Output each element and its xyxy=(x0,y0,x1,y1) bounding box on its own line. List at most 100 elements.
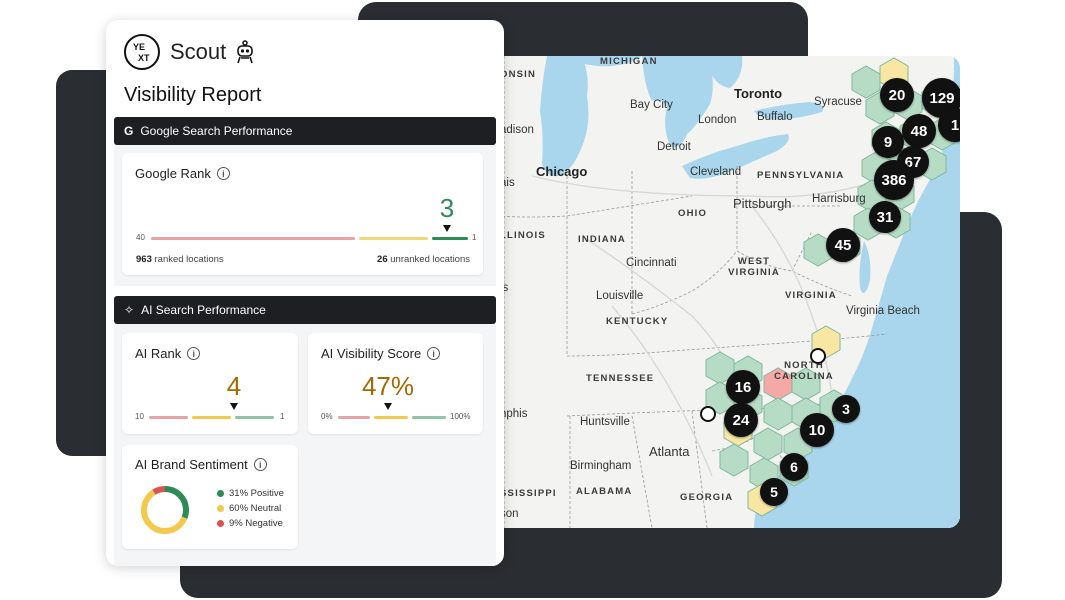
label-detroit: Detroit xyxy=(657,141,691,153)
ai-rank-value: 4 xyxy=(226,371,242,401)
label-huntsville: Huntsville xyxy=(580,416,630,428)
sentiment-donut-chart xyxy=(141,486,189,534)
report-title: Visibility Report xyxy=(124,84,262,106)
label-illinois: LLINOIS xyxy=(500,230,546,241)
google-rank-card[interactable]: Google Rank i 3 40 1 963 ranked location… xyxy=(122,153,483,275)
label-chicago: Chicago xyxy=(536,164,588,179)
scale-segment-mid xyxy=(374,416,408,419)
location-pin[interactable] xyxy=(700,406,716,422)
sentiment-legend-negative: 9% Negative xyxy=(217,518,283,529)
legend-dot-neutral xyxy=(217,505,224,512)
label-partial-is: is xyxy=(500,282,509,294)
cluster-marker[interactable]: 3 xyxy=(832,395,860,423)
cluster-marker[interactable]: 45 xyxy=(826,228,860,262)
yext-logo: YE XT xyxy=(124,34,160,70)
label-jackson: son xyxy=(500,508,519,520)
info-icon[interactable]: i xyxy=(253,458,267,471)
ai-rank-title: AI Rank xyxy=(135,346,182,361)
google-rank-scale-max: 1 xyxy=(472,233,477,242)
ai-sentiment-card[interactable]: AI Brand Sentiment i 31% Positive 60% Ne… xyxy=(122,445,298,549)
donut-segment-neutral xyxy=(141,486,189,534)
cluster-marker[interactable]: 20 xyxy=(880,78,914,112)
cluster-marker[interactable]: 129 xyxy=(922,78,960,118)
cluster-marker[interactable]: 24 xyxy=(724,403,758,437)
label-georgia: GEORGIA xyxy=(680,492,734,503)
sparkle-icon: ✧ xyxy=(124,303,135,317)
ai-visibility-card[interactable]: AI Visibility Score i 47% 0% 100% xyxy=(308,333,483,434)
scale-segment-low xyxy=(151,237,355,240)
brand-row: YE XT Scout xyxy=(124,34,256,70)
ai-sentiment-title: AI Brand Sentiment xyxy=(135,457,248,472)
label-madison: adison xyxy=(500,124,534,136)
info-icon[interactable]: i xyxy=(427,347,441,360)
cluster-marker[interactable]: 48 xyxy=(902,114,936,148)
ai-visibility-title-row: AI Visibility Score i xyxy=(321,346,441,361)
scale-segment-high xyxy=(235,416,274,419)
label-cincinnati: Cincinnati xyxy=(626,257,677,269)
label-kentucky: KENTUCKY xyxy=(606,316,669,327)
scale-segment-high xyxy=(432,237,468,240)
info-icon[interactable]: i xyxy=(216,167,230,180)
scale-segment-low xyxy=(149,416,188,419)
label-harrisburg: Harrisburg xyxy=(812,193,866,205)
ai-rank-card[interactable]: AI Rank i 4 10 1 xyxy=(122,333,298,434)
cluster-marker[interactable]: 16 xyxy=(726,370,760,404)
label-michigan: MICHIGAN xyxy=(600,56,658,67)
label-indiana: INDIANA xyxy=(578,234,626,245)
ai-rank-scale-min: 10 xyxy=(135,412,144,421)
robot-icon xyxy=(237,40,254,64)
ai-section-title: AI Search Performance xyxy=(141,303,266,317)
label-bay-city: Bay City xyxy=(630,99,673,111)
unranked-locations: 26 unranked locations xyxy=(377,254,470,265)
label-syracuse: Syracuse xyxy=(814,96,862,108)
label-ohio: OHIO xyxy=(678,208,708,219)
label-pittsburgh: Pittsburgh xyxy=(733,196,792,211)
ai-visibility-title: AI Visibility Score xyxy=(321,346,422,361)
label-birmingham: Birmingham xyxy=(570,460,632,472)
cluster-marker[interactable]: 10 xyxy=(800,413,834,447)
ai-rank-title-row: AI Rank i xyxy=(135,346,201,361)
info-icon[interactable]: i xyxy=(187,347,201,360)
donut-segment-negative xyxy=(141,486,189,534)
label-louisville: Louisville xyxy=(596,290,644,302)
ai-rank-scale-max: 1 xyxy=(280,412,285,421)
google-rank-value: 3 xyxy=(439,193,455,223)
location-pin[interactable] xyxy=(810,348,826,364)
cluster-marker[interactable]: 31 xyxy=(869,201,901,233)
label-west-virginia: WEST VIRGINIA xyxy=(728,256,780,278)
scale-segment-mid xyxy=(359,237,428,240)
label-mississippi: SSISSIPPI xyxy=(500,488,557,499)
cluster-marker[interactable]: 1 xyxy=(938,108,960,142)
cluster-marker[interactable]: 386 xyxy=(874,160,914,200)
ai-section-header: ✧ AI Search Performance xyxy=(114,296,496,324)
label-memphis: nphis xyxy=(500,408,528,420)
rank-marker-icon xyxy=(230,403,238,410)
google-section-title: Google Search Performance xyxy=(140,124,293,138)
ai-visibility-value: 47% xyxy=(361,371,415,401)
legend-dot-negative xyxy=(217,520,224,527)
sentiment-legend-positive: 31% Positive xyxy=(217,488,284,499)
label-london: London xyxy=(698,114,737,126)
label-pennsylvania: PENNSYLVANIA xyxy=(757,170,845,181)
visibility-report-card: YE XT Scout Visibility Report G Google S… xyxy=(106,20,504,566)
brand-name: Scout xyxy=(170,39,227,64)
label-atlanta: Atlanta xyxy=(649,444,690,459)
label-cleveland: Cleveland xyxy=(690,166,742,178)
google-rank-title-row: Google Rank i xyxy=(135,166,230,181)
scale-segment-mid xyxy=(192,416,231,419)
label-tennessee: TENNESSEE xyxy=(586,373,655,384)
legend-dot-positive xyxy=(217,490,224,497)
label-virginia: VIRGINIA xyxy=(785,290,837,301)
cluster-marker[interactable]: 6 xyxy=(780,453,808,481)
label-north-carolina: NORTH CAROLINA xyxy=(774,360,834,382)
ranked-locations: 963 ranked locations xyxy=(136,254,224,265)
label-toronto: Toronto xyxy=(734,86,783,101)
ai-visibility-scale-max: 100% xyxy=(450,412,471,421)
cluster-marker[interactable]: 5 xyxy=(760,478,788,506)
map-panel[interactable]: MICHIGAN ONSIN OHIO INDIANA LLINOIS KENT… xyxy=(492,56,960,528)
google-rank-scale-min: 40 xyxy=(136,233,145,242)
google-section-header: G Google Search Performance xyxy=(114,117,496,145)
label-virginia-beach: Virginia Beach xyxy=(846,305,920,317)
label-buffalo: Buffalo xyxy=(757,111,793,123)
ai-sentiment-title-row: AI Brand Sentiment i xyxy=(135,457,267,472)
